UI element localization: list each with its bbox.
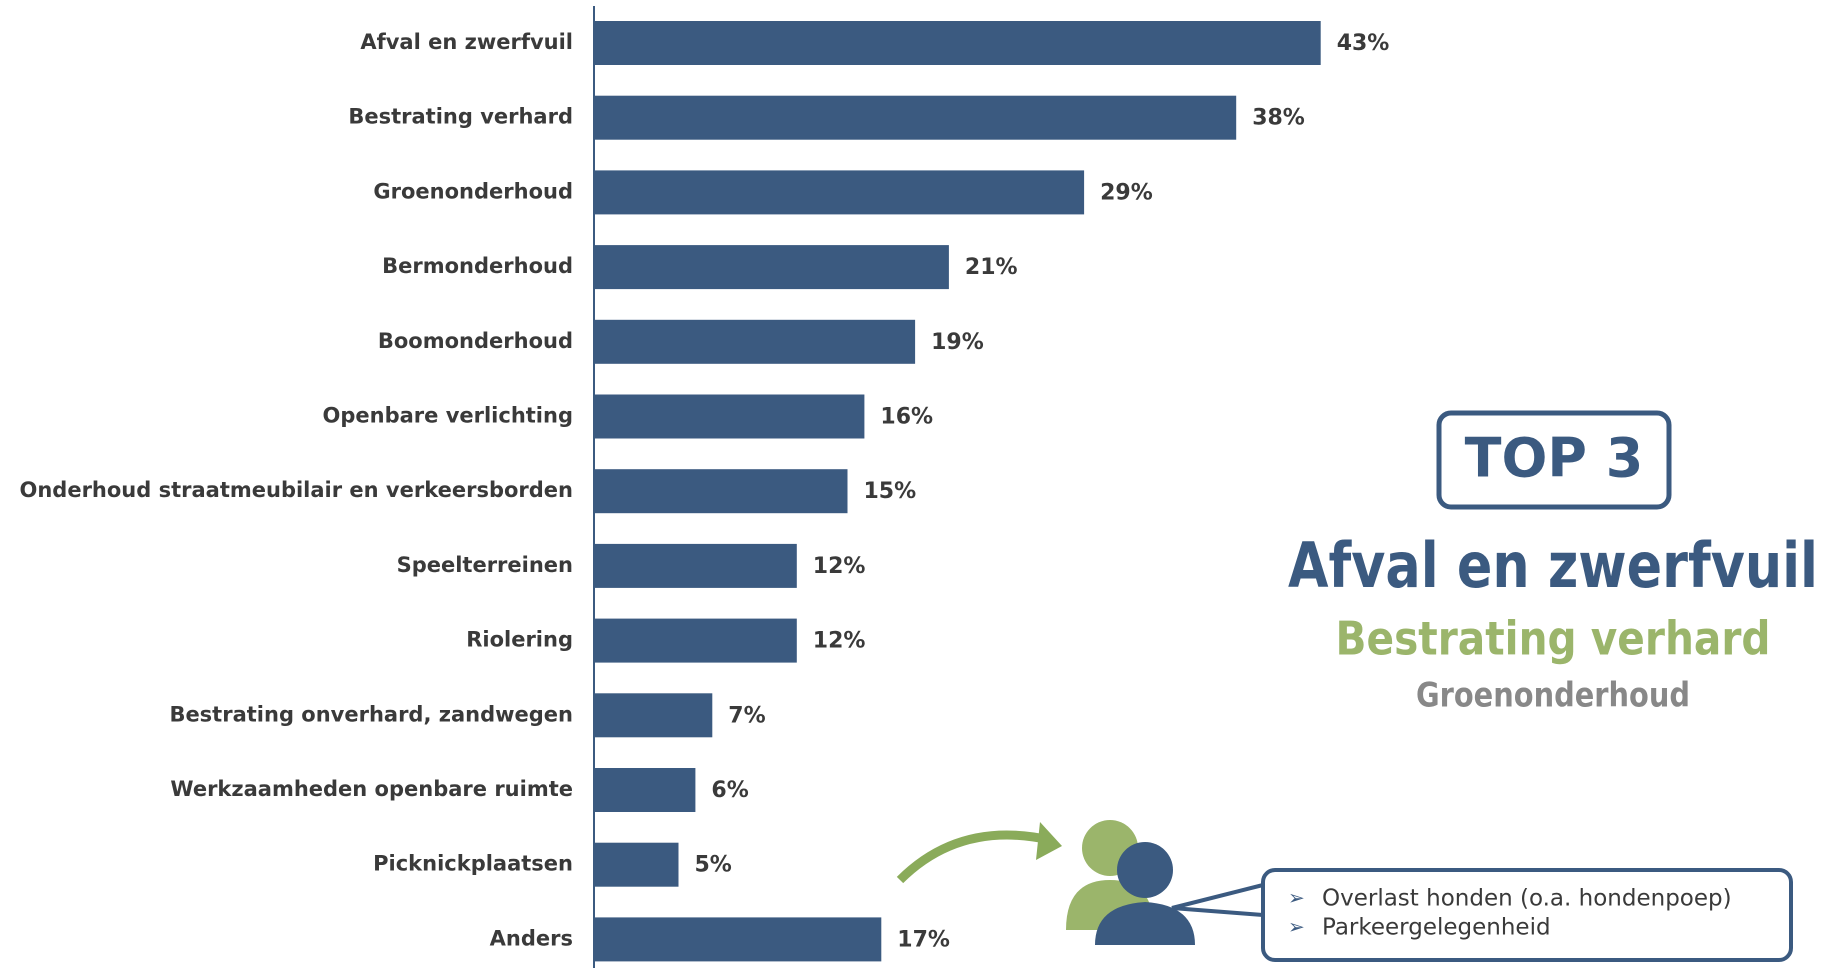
bar	[594, 768, 696, 812]
bullet: ➢	[1288, 886, 1305, 910]
category-label: Riolering	[466, 628, 573, 652]
bar	[594, 543, 797, 588]
value-label: 38%	[1252, 106, 1305, 131]
callout-pointer	[1171, 883, 1264, 917]
value-label: 16%	[880, 405, 933, 430]
bar	[594, 394, 865, 439]
bar	[594, 21, 1321, 65]
value-label: 21%	[965, 255, 1018, 280]
value-label: 6%	[711, 778, 748, 803]
bullet: ➢	[1288, 915, 1305, 939]
bar	[594, 170, 1085, 215]
value-label: 43%	[1337, 31, 1390, 56]
category-label: Openbare verlichting	[323, 404, 574, 428]
bar	[594, 693, 713, 738]
category-label: Picknickplaatsen	[373, 852, 573, 876]
callout-item: Overlast honden (o.a. hondenpoep)	[1322, 886, 1732, 912]
callout-box	[1261, 868, 1793, 962]
value-label: 7%	[728, 703, 765, 728]
category-label: Anders	[490, 926, 573, 950]
category-label: Groenonderhoud	[373, 179, 573, 203]
category-label: Onderhoud straatmeubilair en verkeersbor…	[20, 478, 574, 502]
bar	[594, 469, 848, 514]
arrow	[896, 830, 1051, 884]
top3-box	[1436, 410, 1672, 510]
bar	[594, 842, 679, 887]
value-label: 12%	[813, 629, 866, 654]
category-label: Boomonderhoud	[378, 329, 573, 353]
category-label: Werkzaamheden openbare ruimte	[170, 777, 573, 801]
value-label: 15%	[864, 479, 917, 504]
person-icons	[1066, 820, 1195, 945]
arrow-head	[1036, 822, 1062, 860]
top3-second: Bestrating verhard	[1336, 612, 1771, 666]
top3-title: TOP 3	[1465, 427, 1644, 490]
bar	[594, 618, 797, 663]
value-label: 19%	[931, 330, 984, 355]
value-label: 29%	[1100, 180, 1153, 205]
value-label: 17%	[897, 927, 950, 952]
bar	[594, 917, 882, 962]
top3-third: Groenonderhoud	[1416, 676, 1690, 716]
value-label: 5%	[695, 853, 732, 878]
top3-first: Afval en zwerfvuil	[1288, 529, 1818, 602]
bar	[594, 319, 916, 364]
value-label: 12%	[813, 554, 866, 579]
category-label: Bestrating onverhard, zandwegen	[169, 702, 573, 726]
category-label: Bestrating verhard	[348, 105, 573, 129]
category-label: Afval en zwerfvuil	[360, 30, 573, 54]
bar	[594, 245, 949, 290]
callout-item: Parkeergelegenheid	[1322, 915, 1551, 941]
category-label: Bermonderhoud	[382, 254, 573, 278]
bar	[594, 95, 1237, 140]
category-label: Speelterreinen	[397, 553, 573, 577]
